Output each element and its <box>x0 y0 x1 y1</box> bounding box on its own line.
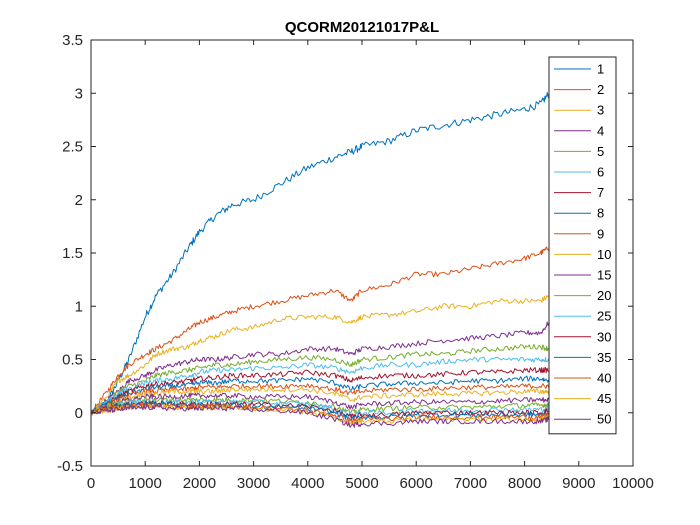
legend-label-6: 6 <box>597 165 604 180</box>
x-tick-label: 9000 <box>562 475 595 492</box>
x-tick-label: 5000 <box>345 475 378 492</box>
legend-label-45: 45 <box>597 391 611 406</box>
legend-label-2: 2 <box>597 82 604 97</box>
series-line-1 <box>90 92 550 414</box>
legend-label-7: 7 <box>597 185 604 200</box>
legend-label-1: 1 <box>597 62 604 77</box>
series-line-40 <box>90 402 550 425</box>
series-line-20 <box>90 396 550 415</box>
y-tick-label: 2 <box>75 192 83 209</box>
legend-box <box>548 56 617 435</box>
y-tick-label: 3.5 <box>62 32 83 49</box>
series-layer <box>90 92 550 428</box>
legend-label-9: 9 <box>597 226 604 241</box>
x-tick-label: 0 <box>87 475 95 492</box>
y-tick-label: -0.5 <box>57 458 83 475</box>
x-tick-label: 7000 <box>454 475 487 492</box>
series-line-35 <box>90 401 550 422</box>
legend-label-3: 3 <box>597 103 604 118</box>
y-tick-label: 3 <box>75 85 83 102</box>
series-line-50 <box>90 404 550 428</box>
x-tick-label: 2000 <box>183 475 216 492</box>
legend-label-40: 40 <box>597 371 611 386</box>
legend-label-30: 30 <box>597 329 611 344</box>
series-line-10 <box>90 386 550 414</box>
series-line-45 <box>90 403 550 426</box>
y-tick-label: 1.5 <box>62 245 83 262</box>
x-tick-label: 6000 <box>400 475 433 492</box>
y-tick-label: 1 <box>75 298 83 315</box>
legend-label-20: 20 <box>597 288 611 303</box>
legend-label-10: 10 <box>597 247 611 262</box>
x-tick-label: 1000 <box>129 475 162 492</box>
series-line-4 <box>90 321 550 414</box>
legend-label-8: 8 <box>597 206 604 221</box>
legend-label-50: 50 <box>597 412 611 427</box>
x-tick-label: 4000 <box>291 475 324 492</box>
series-line-2 <box>90 246 550 414</box>
y-tick-label: 0.5 <box>62 352 83 369</box>
tick-layer: 0 1000 2000 3000 4000 5000 6000 7000 8000 9000 100… <box>57 32 654 492</box>
legend-label-4: 4 <box>597 123 604 138</box>
legend-label-35: 35 <box>597 350 611 365</box>
series-line-8 <box>90 375 550 414</box>
legend-label-15: 15 <box>597 268 611 283</box>
legend-label-5: 5 <box>597 144 604 159</box>
y-tick-label: 0 <box>75 405 83 422</box>
series-line-3 <box>90 295 550 415</box>
chart-title: QCORM20121017P&L <box>285 19 439 36</box>
series-line-6 <box>90 356 550 414</box>
x-tick-label: 10000 <box>612 475 654 492</box>
legend-label-25: 25 <box>597 309 611 324</box>
x-tick-label: 8000 <box>508 475 541 492</box>
x-tick-label: 3000 <box>237 475 270 492</box>
y-tick-label: 2.5 <box>62 139 83 156</box>
